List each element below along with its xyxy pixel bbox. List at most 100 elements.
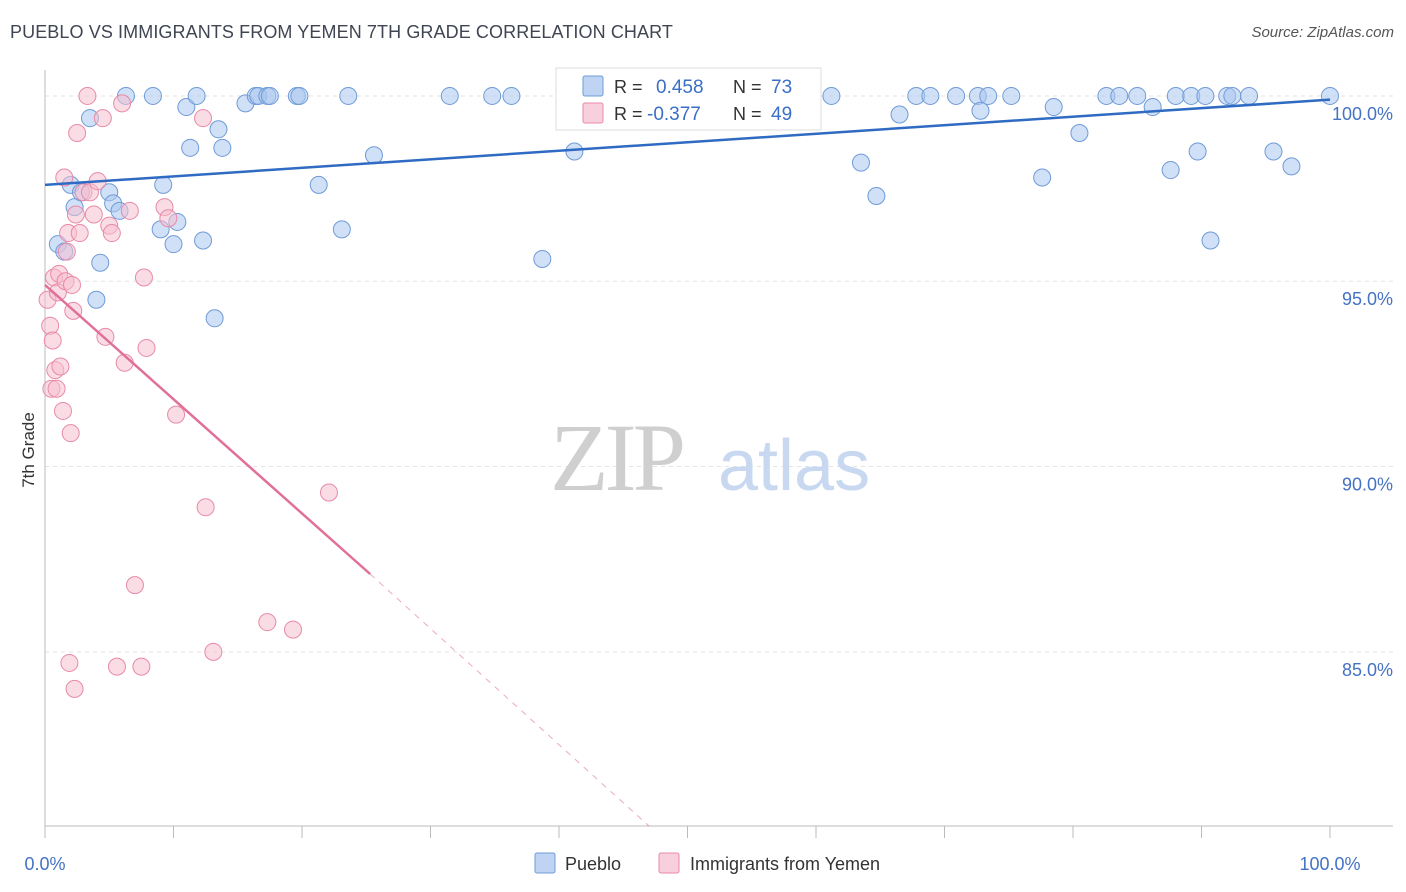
stats-n-label-pueblo: N = bbox=[733, 77, 762, 97]
yemen-trend-extension bbox=[369, 573, 650, 827]
pueblo-point-47 bbox=[890, 105, 909, 124]
pueblo-point-69 bbox=[1223, 86, 1242, 105]
yemen-point-41 bbox=[159, 209, 178, 228]
x-axis-ticks bbox=[44, 826, 1331, 838]
pueblo-point-66 bbox=[1196, 86, 1215, 105]
pueblo-point-23 bbox=[213, 138, 232, 157]
pueblo-point-31 bbox=[309, 175, 328, 194]
stats-r-label-pueblo: R = bbox=[614, 77, 643, 97]
yemen-point-38 bbox=[134, 268, 153, 287]
pueblo-point-17 bbox=[177, 98, 196, 117]
pueblo-point-44 bbox=[822, 86, 841, 105]
pueblo-point-40 bbox=[565, 142, 584, 161]
yemen-point-28 bbox=[93, 109, 112, 128]
watermark-zip: ZIP bbox=[550, 404, 683, 511]
pueblo-point-19 bbox=[187, 86, 206, 105]
y-tick-label-0: 100.0% bbox=[1332, 104, 1393, 124]
series-legend: Pueblo Immigrants from Yemen bbox=[534, 852, 880, 874]
legend-label-pueblo: Pueblo bbox=[565, 854, 621, 874]
pueblo-point-21 bbox=[205, 309, 224, 328]
legend-swatch-yemen bbox=[658, 852, 680, 874]
trend-lines bbox=[44, 98, 1331, 827]
stats-n-value-pueblo: 73 bbox=[771, 77, 792, 98]
pueblo-point-50 bbox=[947, 86, 966, 105]
stats-n-value-yemen: 49 bbox=[771, 104, 792, 125]
yemen-point-33 bbox=[113, 94, 132, 113]
x-axis-labels: 0.0% 100.0% bbox=[24, 854, 1360, 874]
y-axis-labels: 100.0% 95.0% 90.0% 85.0% bbox=[1332, 104, 1393, 680]
pueblo-point-55 bbox=[1033, 168, 1052, 187]
pueblo-point-37 bbox=[502, 86, 521, 105]
pueblo-point-56 bbox=[1044, 98, 1063, 117]
pueblo-point-59 bbox=[1110, 86, 1129, 105]
pueblo-point-33 bbox=[339, 86, 358, 105]
pueblo-point-36 bbox=[483, 86, 502, 105]
pueblo-point-28 bbox=[260, 86, 279, 105]
pueblo-point-67 bbox=[1201, 231, 1220, 250]
pueblo-point-70 bbox=[1240, 86, 1259, 105]
pueblo-point-57 bbox=[1070, 124, 1089, 142]
yemen-point-39 bbox=[137, 338, 156, 357]
axes bbox=[44, 70, 1393, 827]
yemen-point-17 bbox=[62, 275, 81, 294]
y-axis-title: 7th Grade bbox=[19, 412, 38, 488]
pueblo-point-7 bbox=[91, 253, 110, 272]
yemen-point-10 bbox=[53, 401, 72, 420]
pueblo-point-72 bbox=[1282, 157, 1301, 176]
yemen-point-48 bbox=[319, 483, 338, 502]
pueblo-point-15 bbox=[164, 235, 183, 254]
legend-label-yemen: Immigrants from Yemen bbox=[690, 854, 880, 874]
pueblo-point-22 bbox=[209, 120, 228, 139]
yemen-point-35 bbox=[120, 201, 139, 220]
yemen-point-32 bbox=[107, 657, 126, 676]
stats-r-label-yemen: R = bbox=[614, 104, 643, 124]
yemen-point-44 bbox=[196, 498, 215, 517]
pueblo-point-20 bbox=[194, 231, 213, 250]
pueblo-point-35 bbox=[440, 86, 459, 105]
yemen-point-6 bbox=[47, 379, 66, 398]
yemen-point-19 bbox=[65, 679, 84, 698]
pueblo-point-12 bbox=[143, 86, 162, 105]
stats-n-label-yemen: N = bbox=[733, 104, 762, 124]
yemen-point-13 bbox=[57, 242, 76, 261]
watermark: ZIP atlas bbox=[550, 404, 870, 511]
x-tick-label-0: 0.0% bbox=[24, 854, 65, 874]
yemen-point-37 bbox=[132, 657, 151, 676]
yemen-point-43 bbox=[194, 109, 213, 128]
yemen-trend-line bbox=[44, 284, 371, 575]
yemen-point-26 bbox=[84, 205, 103, 224]
yemen-point-11 bbox=[55, 168, 74, 187]
pueblo-point-32 bbox=[332, 220, 351, 239]
pueblo-point-54 bbox=[1002, 86, 1021, 105]
pueblo-point-49 bbox=[921, 86, 940, 105]
legend-swatch-pueblo bbox=[534, 852, 556, 874]
yemen-point-46 bbox=[258, 613, 277, 632]
pueblo-point-46 bbox=[867, 187, 886, 205]
data-points bbox=[38, 86, 1339, 698]
yemen-point-36 bbox=[125, 576, 144, 595]
stats-r-value-pueblo: 0.458 bbox=[656, 77, 704, 98]
pueblo-point-73 bbox=[1321, 86, 1339, 105]
yemen-point-15 bbox=[60, 653, 79, 672]
y-tick-label-2: 90.0% bbox=[1342, 475, 1393, 495]
yemen-point-45 bbox=[204, 642, 223, 661]
yemen-point-24 bbox=[78, 86, 97, 105]
pueblo-point-38 bbox=[533, 250, 552, 268]
pueblo-point-63 bbox=[1166, 86, 1185, 105]
yemen-point-22 bbox=[70, 224, 89, 243]
pueblo-point-30 bbox=[290, 86, 309, 105]
yemen-point-31 bbox=[102, 224, 121, 243]
stats-swatch-yemen bbox=[582, 102, 604, 124]
pueblo-point-45 bbox=[851, 153, 870, 172]
pueblo-point-65 bbox=[1188, 142, 1207, 161]
pueblo-trend-line bbox=[44, 98, 1331, 187]
y-tick-label-3: 85.0% bbox=[1342, 660, 1393, 680]
pueblo-point-53 bbox=[979, 86, 998, 105]
watermark-atlas: atlas bbox=[718, 426, 870, 506]
stats-legend: R = 0.458 N = 73 R = -0.377 N = 49 bbox=[555, 67, 822, 131]
yemen-point-3 bbox=[43, 331, 62, 350]
pueblo-point-34 bbox=[364, 146, 383, 165]
yemen-point-47 bbox=[284, 620, 303, 639]
pueblo-point-71 bbox=[1264, 142, 1283, 161]
